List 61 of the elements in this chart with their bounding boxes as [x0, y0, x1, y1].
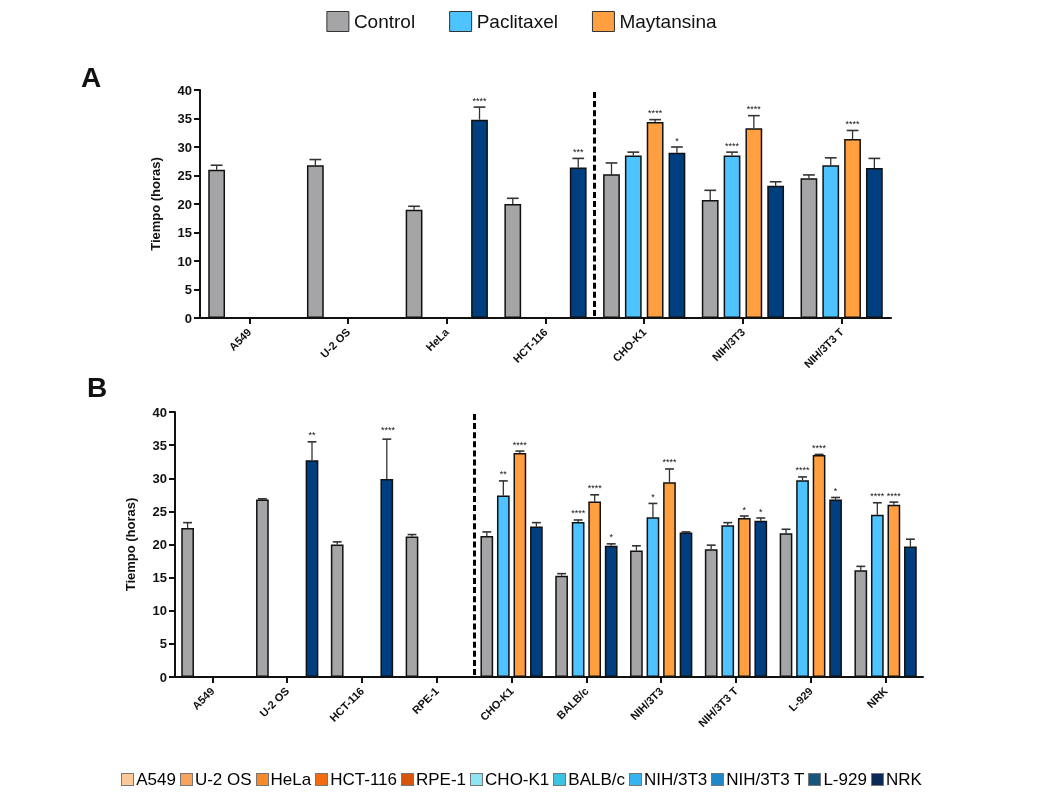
data-label: **** — [512, 439, 528, 450]
y-tick-label: 40 — [177, 82, 192, 98]
annotation: **** — [380, 425, 396, 435]
y-tick-label: 20 — [152, 537, 167, 552]
data-label: **** — [870, 491, 885, 502]
data-label: * — [609, 532, 614, 543]
y-tick-label: 20 — [177, 196, 192, 212]
data-label: **** — [746, 104, 762, 115]
data-label: **** — [795, 465, 811, 476]
y-tick-label: 10 — [152, 603, 167, 619]
data-label: * — [833, 485, 838, 496]
data-label: **** — [725, 140, 740, 151]
y-tick-label: 5 — [159, 636, 167, 652]
data-label: ** — [499, 469, 508, 480]
y-tick-label: 25 — [177, 168, 192, 183]
data-label: * — [742, 504, 747, 515]
legend-label: Paclitaxel — [476, 11, 558, 32]
text: L-929 — [822, 770, 867, 789]
y-axis-title: Tiempo (horas) — [148, 157, 163, 251]
y-tick-label: 15 — [177, 225, 192, 240]
y-tick-label: 5 — [184, 282, 192, 297]
y-tick-label: 0 — [184, 310, 192, 326]
y-tick-label: 40 — [152, 404, 167, 420]
data-label: **** — [662, 457, 677, 468]
y-tick-label: 35 — [152, 437, 167, 453]
x-tick-label: U-2 OS — [317, 325, 353, 361]
data-label: **** — [571, 508, 586, 519]
data-label: **** — [845, 118, 861, 129]
text: RPE-1 — [415, 770, 467, 789]
y-tick-label: 10 — [177, 253, 192, 269]
text: HeLa — [269, 770, 312, 789]
x-tick-label: U-2 OS — [257, 684, 292, 720]
y-tick-label: 25 — [152, 503, 167, 519]
text: NRK — [884, 770, 922, 789]
y-tick-label: 35 — [177, 111, 192, 126]
text: CHO-K1 — [484, 770, 550, 789]
y-tick-label: 30 — [177, 139, 192, 155]
text: NIH/3T3 — [643, 770, 708, 789]
data-label: **** — [812, 442, 827, 453]
y-axis-title: Tiempo (horas) — [123, 497, 138, 592]
text: HCT-116 — [329, 770, 397, 789]
y-tick-label: 30 — [152, 470, 167, 486]
y-tick-label: 0 — [159, 669, 167, 685]
chart-title: B — [87, 371, 108, 403]
chart-title: A — [81, 61, 102, 93]
data-label: **** — [886, 490, 902, 501]
text: BALB/c — [567, 770, 626, 789]
data-label: **** — [648, 108, 663, 119]
data-label: * — [759, 506, 764, 517]
text: A549 — [135, 770, 176, 789]
data-label: ** — [308, 430, 316, 441]
data-label: * — [651, 491, 656, 502]
text: U-2 OS — [193, 770, 252, 789]
data-label: **** — [472, 95, 488, 106]
data-label: * — [675, 135, 680, 146]
y-tick-label: 15 — [152, 570, 167, 586]
text: NIH/3T3 T — [725, 770, 805, 789]
legend-label: Maytansina — [619, 11, 718, 32]
data-label: **** — [587, 483, 603, 494]
legend-label: Control — [353, 11, 416, 32]
data-label: *** — [572, 146, 584, 157]
